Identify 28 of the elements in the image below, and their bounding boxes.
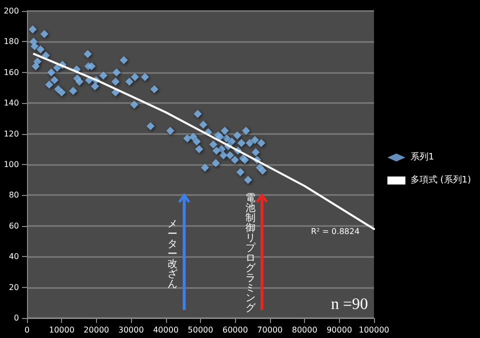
y-tick-label: 60 <box>8 221 19 230</box>
y-tick-label: 100 <box>4 160 19 169</box>
y-tick-label: 180 <box>4 37 19 46</box>
x-tick-label: 90000 <box>326 326 352 334</box>
y-tick-label: 0 <box>14 314 19 322</box>
annotation: n =90 <box>331 296 368 314</box>
x-tick-label: 10000 <box>48 326 74 334</box>
y-tick-label: 40 <box>8 252 19 262</box>
y-tick-label: 140 <box>4 98 19 108</box>
annotation: R² = 0.8824 <box>311 226 360 236</box>
y-tick-label: 20 <box>8 282 19 292</box>
x-tick-label: 0 <box>24 326 30 334</box>
x-tick-label: 50000 <box>188 326 214 334</box>
y-tick-label: 120 <box>4 129 19 138</box>
x-tick-label: 100000 <box>358 326 390 334</box>
legend-label: 系列1 <box>410 152 434 162</box>
x-tick-label: 20000 <box>84 326 110 334</box>
legend-label: 多項式 (系列1) <box>410 174 471 186</box>
x-tick-label: 80000 <box>292 326 318 334</box>
text: 電池制御リプログラミング <box>245 193 256 314</box>
x-tick-label: 70000 <box>257 326 283 334</box>
y-tick-label: 80 <box>8 190 19 200</box>
y-tick-label: 160 <box>4 68 19 77</box>
y-tick-label: 200 <box>4 6 19 16</box>
x-tick-label: 60000 <box>222 326 248 334</box>
x-tick-label: 40000 <box>153 326 179 334</box>
annotation: メーター改ざん <box>167 219 178 290</box>
x-tick-label: 30000 <box>118 326 144 334</box>
